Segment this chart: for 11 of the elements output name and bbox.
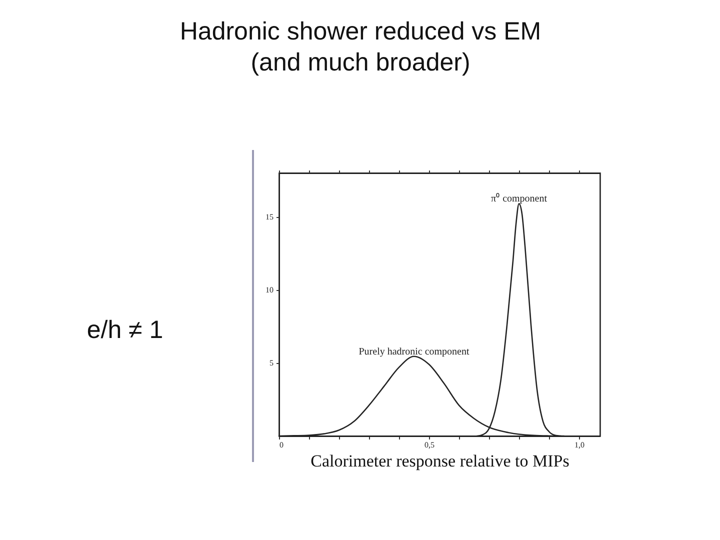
x-tick-label: 0,5	[424, 440, 434, 450]
chart-title: Hadronic shower reduced vs EM (and much broader)	[180, 18, 542, 76]
y-tick-label: 10	[266, 285, 274, 294]
x-axis-title: Calorimeter response relative to MIPs	[310, 452, 570, 470]
series-label: Purely hadronic component	[358, 346, 470, 358]
y-tick-label: 5	[270, 358, 274, 368]
x-tick-label: 0	[280, 440, 284, 450]
y-tick-label: 15	[266, 212, 274, 222]
x-tick-label: 1,0	[574, 440, 584, 450]
series-label: π⁰ component	[491, 192, 548, 205]
text: e/h ≠ 1	[86, 316, 164, 344]
